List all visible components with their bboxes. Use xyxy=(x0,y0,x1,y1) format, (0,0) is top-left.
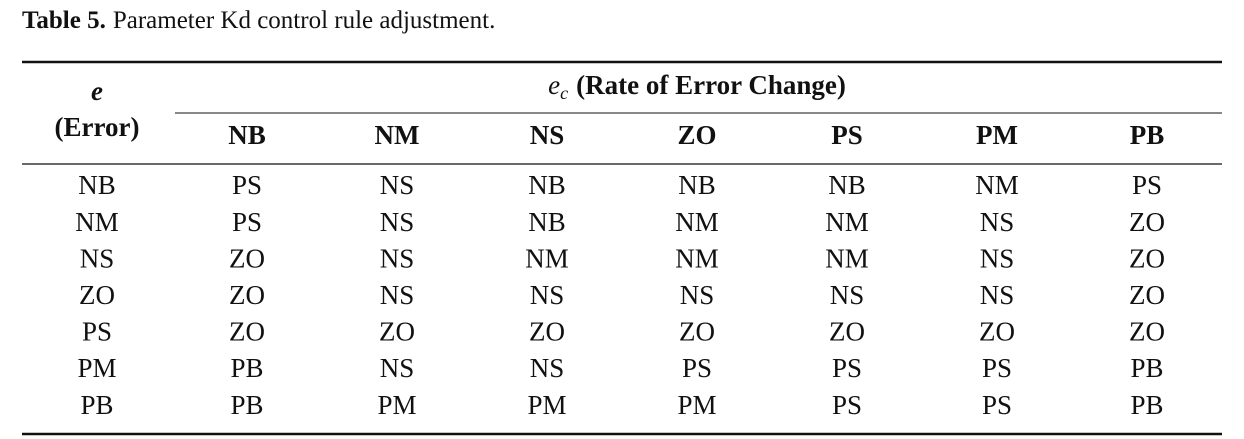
cell: NB xyxy=(828,170,866,200)
row-header-symbol: e xyxy=(91,76,103,106)
cell: PS xyxy=(982,390,1012,420)
cell: ZO xyxy=(229,317,265,347)
cell: ZO xyxy=(1129,207,1165,237)
column-header: ZO xyxy=(677,120,716,150)
cell: ZO xyxy=(1129,317,1165,347)
cell: NM xyxy=(675,207,719,237)
cell: ZO xyxy=(229,243,265,273)
cell: ZO xyxy=(379,317,415,347)
column-header: PM xyxy=(976,120,1018,150)
cell: NM xyxy=(675,243,719,273)
cell: PB xyxy=(230,353,263,383)
cell: ZO xyxy=(829,317,865,347)
cell: NS xyxy=(380,207,415,237)
column-group-header: ec (Rate of Error Change) xyxy=(548,70,846,103)
cell: PS xyxy=(832,390,862,420)
cell: PB xyxy=(230,390,263,420)
cell: ZO xyxy=(1129,280,1165,310)
cell: NM xyxy=(975,170,1019,200)
cell: NS xyxy=(380,353,415,383)
cell: NB xyxy=(528,207,566,237)
cell: PS xyxy=(682,353,712,383)
cell: PS xyxy=(1132,170,1162,200)
caption-label: Table 5. xyxy=(22,7,106,34)
column-header: NB xyxy=(228,120,266,150)
row-label: ZO xyxy=(79,280,115,310)
row-label: PM xyxy=(77,353,116,383)
column-header: NM xyxy=(375,120,420,150)
cell: ZO xyxy=(1129,243,1165,273)
cell: PB xyxy=(1130,353,1163,383)
group-subscript: c xyxy=(560,83,568,103)
column-header: PB xyxy=(1130,120,1165,150)
caption: Table 5. Parameter Kd control rule adjust… xyxy=(22,7,495,34)
cell: NS xyxy=(980,280,1015,310)
group-symbol: e xyxy=(548,70,560,100)
cell: PM xyxy=(527,390,566,420)
cell: PS xyxy=(232,170,262,200)
cell: NS xyxy=(380,170,415,200)
cell: PB xyxy=(1130,390,1163,420)
cell: NS xyxy=(980,243,1015,273)
cell: NM xyxy=(825,207,869,237)
cell: NS xyxy=(380,243,415,273)
cell: NS xyxy=(530,353,565,383)
row-label: PB xyxy=(80,390,113,420)
column-header: PS xyxy=(831,120,863,150)
cell: NS xyxy=(830,280,865,310)
caption-text: Parameter Kd control rule adjustment. xyxy=(113,7,496,34)
cell: ZO xyxy=(229,280,265,310)
row-label: PS xyxy=(82,317,112,347)
cell: NS xyxy=(530,280,565,310)
cell: PM xyxy=(377,390,416,420)
cell: PM xyxy=(677,390,716,420)
cell: NS xyxy=(380,280,415,310)
cell: PS xyxy=(982,353,1012,383)
cell: NS xyxy=(680,280,715,310)
row-header-text: (Error) xyxy=(55,112,140,142)
row-label: NS xyxy=(80,243,115,273)
group-text: (Rate of Error Change) xyxy=(576,70,846,100)
cell: NM xyxy=(525,243,569,273)
column-header: NS xyxy=(530,120,565,150)
cell: NB xyxy=(678,170,716,200)
cell: ZO xyxy=(529,317,565,347)
cell: NS xyxy=(980,207,1015,237)
cell: ZO xyxy=(679,317,715,347)
cell: PS xyxy=(232,207,262,237)
cell: NM xyxy=(825,243,869,273)
cell: ZO xyxy=(979,317,1015,347)
cell: NB xyxy=(528,170,566,200)
row-label: NM xyxy=(75,207,119,237)
cell: PS xyxy=(832,353,862,383)
row-label: NB xyxy=(78,170,116,200)
